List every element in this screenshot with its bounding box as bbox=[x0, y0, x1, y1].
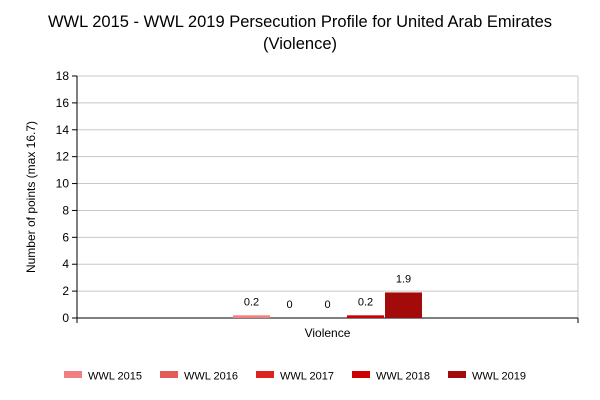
x-category-label: Violence bbox=[305, 326, 351, 340]
legend-swatch bbox=[64, 371, 82, 378]
legend-label: WWL 2019 bbox=[472, 371, 526, 383]
legend-label: WWL 2016 bbox=[184, 371, 238, 383]
y-tick-label: 18 bbox=[56, 69, 70, 83]
legend: WWL 2015 WWL 2016 WWL 2017 WWL 2018 WWL 2019 bbox=[64, 371, 526, 383]
legend-swatch bbox=[448, 371, 466, 378]
y-tick-label: 12 bbox=[56, 150, 70, 164]
legend-swatch bbox=[256, 371, 274, 378]
axes: 0 2 4 6 8 10 12 14 16 18 Violence bbox=[56, 69, 579, 340]
data-label: 1.9 bbox=[396, 273, 411, 285]
y-tick-label: 6 bbox=[62, 230, 69, 244]
gridlines bbox=[77, 75, 579, 318]
legend-label: WWL 2018 bbox=[376, 371, 430, 383]
chart-subtitle: (Violence) bbox=[263, 35, 337, 53]
data-label: 0 bbox=[324, 299, 330, 311]
data-label: 0.2 bbox=[358, 296, 373, 308]
y-tick-label: 8 bbox=[62, 203, 69, 217]
legend-swatch bbox=[352, 371, 370, 378]
legend-swatch bbox=[160, 371, 178, 378]
bar bbox=[347, 315, 384, 318]
bar bbox=[233, 315, 270, 318]
bar bbox=[385, 292, 422, 318]
data-label: 0.2 bbox=[244, 296, 259, 308]
y-tick-label: 4 bbox=[62, 257, 69, 271]
y-tick-label: 10 bbox=[56, 177, 70, 191]
data-label: 0 bbox=[286, 299, 292, 311]
y-tick-label: 14 bbox=[56, 123, 70, 137]
chart-title: WWL 2015 - WWL 2019 Persecution Profile … bbox=[48, 13, 552, 31]
y-tick-label: 0 bbox=[62, 311, 69, 325]
legend-label: WWL 2017 bbox=[280, 371, 334, 383]
data-labels: 0.2 0 0 0.2 1.9 bbox=[244, 273, 411, 311]
y-tick-label: 16 bbox=[56, 96, 70, 110]
legend-label: WWL 2015 bbox=[88, 371, 142, 383]
y-tick-label: 2 bbox=[62, 284, 69, 298]
y-axis-title: Number of points (max 16.7) bbox=[24, 121, 38, 273]
bars bbox=[233, 292, 422, 318]
